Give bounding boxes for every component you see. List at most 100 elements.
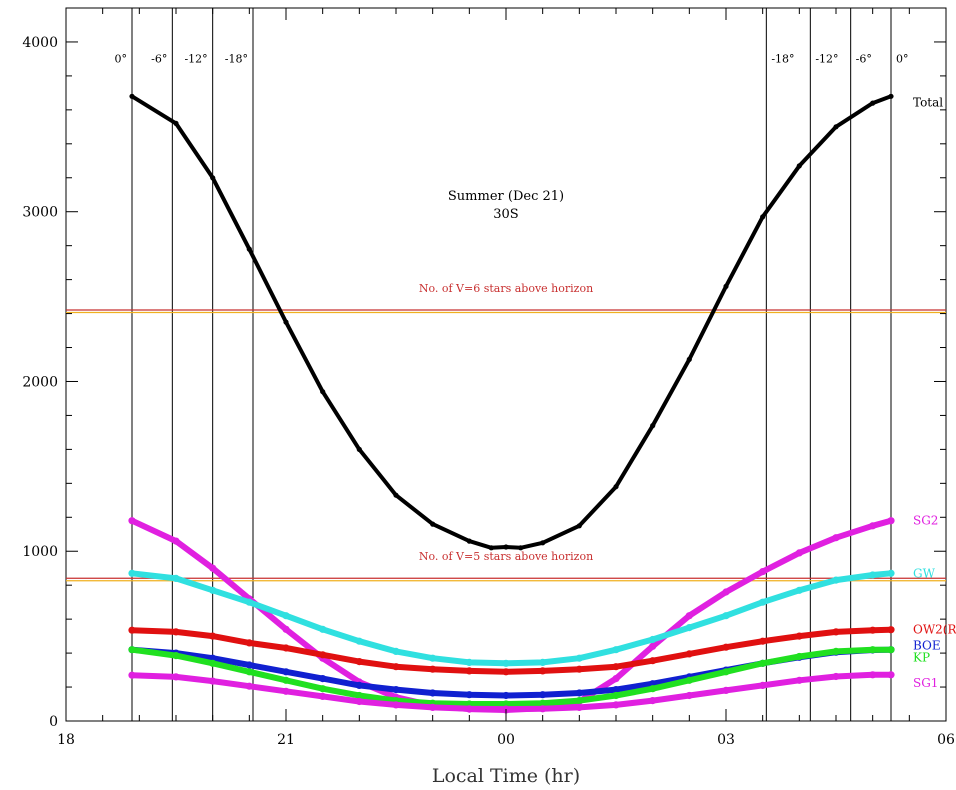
y-tick-label: 3000 [22,205,58,221]
data-point [356,446,362,452]
data-point [429,703,437,712]
data-point [245,668,253,676]
x-tick-label: 03 [717,732,735,748]
plot-frame [65,7,947,722]
data-point [392,701,400,709]
data-point [869,571,877,579]
y-tick-label: 4000 [22,35,58,51]
data-point [575,703,583,712]
data-point [795,549,803,557]
data-point [282,625,290,633]
data-point [488,545,494,551]
series-label: KP [913,651,930,665]
twilight-label: -6° [856,52,872,65]
data-point [355,691,363,700]
series-label: OW2(R) [913,623,956,637]
reference-lines: No. of V=6 stars above horizon No. of V=5… [66,282,946,582]
y-tick-label: 1000 [22,544,58,560]
data-point [393,492,399,498]
data-point [539,658,547,667]
series-line-total [130,94,893,550]
data-point [282,687,290,695]
data-point [129,93,135,99]
data-point [576,523,582,529]
data-point [832,647,840,656]
data-point [612,675,620,683]
data-point [319,651,327,659]
data-point [832,534,840,542]
chart-subtitle: 30S [493,207,518,222]
data-point [760,214,766,220]
data-point [429,654,437,662]
data-point [612,686,620,694]
series-line-kp [129,646,894,707]
data-point [795,632,803,640]
data-point [685,612,693,620]
data-point [887,671,895,679]
data-point [575,665,583,673]
data-point [503,544,509,550]
data-point [282,612,290,620]
data-point [282,676,290,684]
data-point [722,612,730,620]
data-point [685,650,693,658]
twilight-label: -18° [771,52,794,65]
series-label: GW [913,566,936,580]
data-point [612,701,620,709]
data-point [209,564,217,572]
data-point [612,691,620,700]
data-point [722,588,730,596]
data-point [887,569,895,577]
data-point [795,676,803,684]
data-point [832,576,840,584]
x-tick-label: 18 [57,732,75,748]
data-point [649,697,657,705]
data-point [612,663,620,671]
data-point [759,598,767,606]
x-tick-label: 00 [497,732,515,748]
data-point [869,646,877,654]
data-point [795,652,803,661]
data-point [685,624,693,632]
data-point [466,538,472,544]
data-point [173,120,179,126]
data-point [539,699,547,707]
data-point [686,356,692,362]
data-point [209,632,217,640]
series-line-gw [129,570,894,667]
data-point [722,686,730,695]
data-point [649,657,657,665]
data-point [650,423,656,429]
series-label: BOE [913,639,941,653]
data-point [888,93,894,99]
reference-line-label: No. of V=5 stars above horizon [419,550,593,563]
data-point [319,692,327,701]
data-point [283,319,289,325]
data-point [796,163,802,169]
data-point [869,626,877,634]
data-point [465,667,473,675]
twilight-lines: 0° -6° -12° -18° -18° -12° -6° 0° [115,8,909,721]
data-point [759,568,767,576]
data-point [887,646,895,654]
data-point [282,668,290,676]
data-point [502,668,510,676]
data-point [172,628,180,636]
x-axis-label: Local Time (hr) [432,765,580,787]
data-point [128,626,136,634]
data-point [539,691,547,699]
twilight-label: 0° [115,52,128,65]
data-point [502,700,510,708]
series-line-ow2-r- [129,626,894,675]
data-point [465,658,473,667]
data-point [887,517,895,525]
data-point [870,100,876,106]
data-point [832,672,840,681]
chart-title: Summer (Dec 21) [448,189,564,204]
data-point [723,283,729,289]
data-point [465,705,473,713]
data-point [172,574,180,583]
data-point [832,628,840,636]
data-point [465,691,473,699]
